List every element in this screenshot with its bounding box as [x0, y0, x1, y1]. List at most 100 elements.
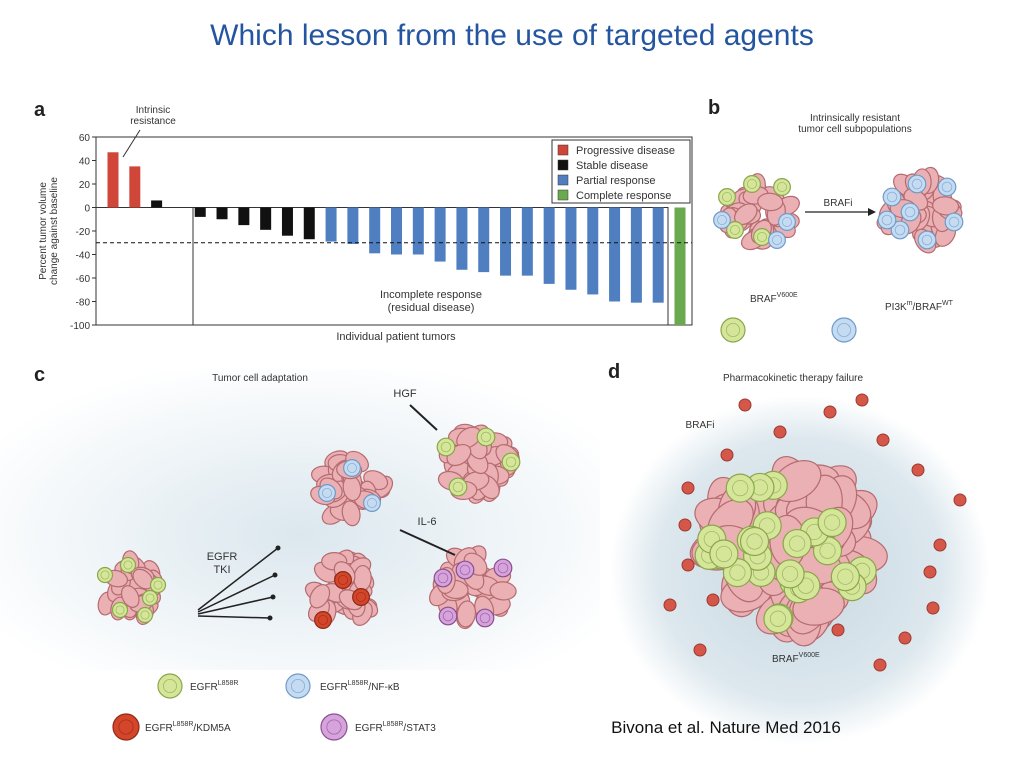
- cell: [709, 539, 739, 569]
- cell-nucleus: [746, 533, 763, 550]
- drug-label: BRAFi: [686, 420, 715, 431]
- label-part: /STAT3: [403, 723, 436, 734]
- legend-label: Progressive disease: [576, 145, 675, 157]
- drug-molecule: [876, 433, 890, 447]
- legend-swatch: [557, 159, 569, 171]
- label-part: /BRAF: [913, 302, 942, 313]
- drug-molecule: [926, 601, 940, 615]
- y-tick-label: -60: [76, 274, 91, 285]
- cell-nucleus: [757, 232, 767, 242]
- drug-molecule: [773, 425, 787, 439]
- cell: [341, 500, 361, 527]
- label-part: EGFR: [190, 682, 218, 693]
- cell: [753, 228, 771, 246]
- citation: Bivona et al. Nature Med 2016: [611, 718, 841, 737]
- bar: [434, 207, 446, 262]
- cell-nucleus: [772, 235, 782, 245]
- cell-type-label: BRAFV600E: [772, 652, 820, 665]
- cell: [120, 585, 140, 608]
- cell: [476, 427, 496, 447]
- cell-nucleus: [290, 679, 305, 694]
- cell-nucleus: [322, 488, 332, 498]
- cell-nucleus: [123, 560, 133, 570]
- bar: [609, 207, 621, 302]
- cell-nucleus: [459, 564, 471, 576]
- tumor-cluster: [436, 423, 521, 504]
- cell: [363, 494, 381, 512]
- label-part: EGFR: [320, 682, 348, 693]
- annotation: Incomplete response: [380, 289, 482, 301]
- cell-nucleus: [904, 206, 916, 218]
- legend-swatch: [557, 189, 569, 201]
- drug-label: BRAFi: [824, 198, 853, 209]
- bar: [281, 207, 293, 236]
- cell-nucleus: [505, 456, 517, 468]
- cell-nucleus: [747, 179, 757, 189]
- cell-nucleus: [153, 580, 163, 590]
- cell: [493, 558, 513, 578]
- drug-molecule: [933, 538, 947, 552]
- cell-nucleus: [881, 214, 893, 226]
- cell: [455, 560, 475, 580]
- cell: [141, 589, 159, 607]
- y-axis-label: Percent tumor volume change against basel…: [38, 177, 60, 285]
- cell-nucleus: [437, 572, 449, 584]
- cell-nucleus: [823, 514, 841, 531]
- cell: [314, 611, 332, 629]
- cell-nucleus: [356, 592, 366, 602]
- drug-molecule: [681, 481, 695, 495]
- drug-molecule: [911, 463, 925, 477]
- cell-nucleus: [145, 593, 155, 603]
- superscript: m: [907, 300, 913, 307]
- cell-type-label: EGFRL858R/KDM5A: [145, 721, 231, 734]
- bar: [194, 207, 206, 217]
- cell: [768, 231, 786, 249]
- factor-label: HGF: [393, 388, 417, 400]
- drug-molecule: [681, 558, 695, 572]
- label-part: /NF-κB: [368, 682, 399, 693]
- cell-nucleus: [921, 234, 933, 246]
- bar: [478, 207, 490, 273]
- legend-swatch: [557, 174, 569, 186]
- cell: [725, 473, 755, 503]
- tumor-cluster: [310, 450, 394, 527]
- cell: [773, 178, 791, 196]
- cell-nucleus: [726, 322, 741, 337]
- cell: [726, 221, 744, 239]
- cell: [334, 571, 352, 589]
- cell: [309, 584, 331, 609]
- y-axis-label-line: Percent tumor volume: [38, 182, 49, 280]
- cell: [713, 211, 731, 229]
- cell-type-label: EGFRL858R: [190, 680, 238, 693]
- tumor-cluster: [689, 456, 888, 647]
- cell-nucleus: [715, 545, 733, 563]
- cell-nucleus: [442, 610, 454, 622]
- cell: [937, 177, 957, 197]
- bar: [303, 207, 315, 240]
- cell-type-label: PI3Km/BRAFWT: [885, 300, 954, 313]
- superscript: V600E: [777, 292, 798, 299]
- cell-nucleus: [769, 610, 787, 627]
- panel-caption: tumor cell subpopulations: [798, 124, 911, 135]
- cell-nucleus: [722, 192, 732, 202]
- arrow: [197, 596, 274, 615]
- cell: [830, 562, 860, 592]
- bar: [543, 207, 555, 284]
- cell: [433, 568, 453, 588]
- cell-nucleus: [717, 215, 727, 225]
- cell: [157, 673, 183, 699]
- panel-label: b: [708, 97, 720, 119]
- drug-molecule: [720, 448, 734, 462]
- drug-molecule: [953, 493, 967, 507]
- cell: [136, 606, 154, 624]
- annotation: (residual disease): [388, 302, 475, 314]
- superscript: L858R: [348, 680, 369, 687]
- cell-nucleus: [347, 463, 357, 473]
- cell: [438, 606, 458, 626]
- slide-title: Which lesson from the use of targeted ag…: [210, 19, 814, 52]
- cell-nucleus: [819, 542, 836, 559]
- y-axis-label-line: change against baseline: [49, 177, 60, 285]
- panel-caption: Intrinsically resistant: [810, 113, 900, 124]
- bar: [456, 207, 468, 270]
